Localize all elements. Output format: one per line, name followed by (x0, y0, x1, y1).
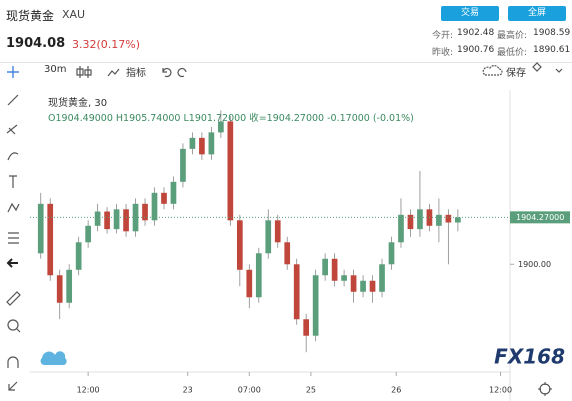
interval-button[interactable]: 30m (44, 64, 67, 75)
candle-body (417, 209, 423, 230)
candle-body (56, 275, 63, 303)
candle-body (189, 137, 196, 149)
candle-body (284, 242, 291, 265)
candle-body (274, 220, 281, 243)
settings-icon[interactable] (538, 382, 552, 396)
candle-body (350, 275, 357, 292)
candle-body (142, 203, 148, 221)
price: 1904.08 (6, 36, 66, 51)
candle-body (113, 209, 120, 230)
candle-body (47, 203, 54, 276)
candle-body (170, 181, 177, 204)
indicators-button[interactable]: 指标 (126, 68, 146, 79)
candle-body (407, 214, 414, 230)
open-label: 今开: (432, 31, 454, 41)
legend-title: 现货黄金, 30 (48, 98, 108, 109)
candle-body (255, 253, 262, 298)
x-tick-label: 23 (183, 386, 193, 395)
high-value: 1908.59 (533, 28, 571, 38)
candle-body (75, 242, 82, 270)
candle-body (322, 258, 328, 276)
legend-ohlc: O1904.49000 H1905.74000 L1901.72000 收=19… (48, 113, 414, 124)
candle-body (227, 121, 234, 221)
cloud-badge (40, 351, 67, 365)
candle-body (208, 132, 215, 155)
x-tick-label: 07:00 (238, 386, 261, 395)
candle-body (445, 214, 452, 223)
candle-body (132, 203, 139, 232)
candle-body (312, 275, 319, 336)
y-tick-label: 1900.00 (518, 260, 551, 269)
candle-body (161, 192, 167, 204)
candle-body (265, 220, 272, 254)
candle-body (436, 214, 442, 226)
low-label: 最低价: (497, 48, 528, 58)
prev-close-label: 昨收: (432, 48, 454, 58)
x-tick-label: 12:00 (77, 386, 100, 395)
candle-body (331, 258, 338, 281)
candle-body (398, 214, 404, 243)
candle-body (379, 264, 385, 292)
instrument-symbol: XAU (62, 8, 86, 21)
candle-body (37, 203, 44, 254)
candle-body (293, 264, 300, 320)
last-price-label: 1904.27000 (516, 213, 564, 222)
left-toolbar (6, 66, 21, 391)
high-label: 最高价: (497, 31, 528, 41)
instrument-name: 现货黄金 (6, 9, 55, 23)
candle-body (180, 148, 186, 182)
candle-body (303, 319, 310, 336)
fullscreen-button[interactable]: 全屏 (508, 6, 566, 21)
save-button[interactable]: 保存 (506, 68, 526, 79)
watermark: FX168 (494, 345, 565, 369)
candle-body (388, 242, 395, 265)
x-tick-label: 25 (306, 386, 316, 395)
last-price-box (510, 211, 570, 224)
divider (0, 62, 572, 63)
toolbar-icons (76, 62, 563, 78)
candle-body (369, 280, 376, 292)
trade-button[interactable]: 交易 (441, 6, 499, 21)
candle-body (341, 275, 347, 281)
prev-close-value: 1900.76 (457, 45, 495, 55)
candle-body (246, 269, 253, 298)
candle-body (85, 225, 91, 243)
x-tick-label: 12:00 (489, 386, 512, 395)
candle-body (360, 280, 366, 292)
x-tick-label: 26 (391, 386, 401, 395)
candle-body (94, 211, 101, 226)
price-change: 3.32(0.17%) (72, 38, 141, 51)
candle-body (66, 269, 73, 303)
candle-body (426, 209, 433, 226)
candle-body (123, 209, 129, 232)
low-value: 1890.61 (533, 45, 571, 55)
candle-body (455, 217, 461, 223)
candle-body (199, 137, 205, 155)
open-value: 1902.48 (457, 28, 495, 38)
candle-body (151, 192, 158, 221)
candle-body (104, 211, 110, 230)
candle-body (236, 220, 243, 270)
